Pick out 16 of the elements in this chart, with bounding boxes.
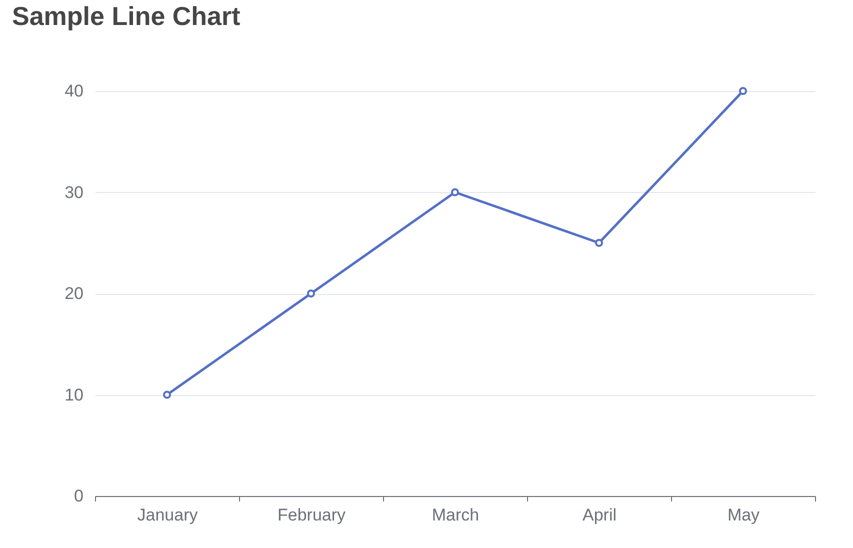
point <box>451 188 459 196</box>
x-tick-label: February <box>277 506 346 524</box>
y-tick-label: 30 <box>64 182 84 202</box>
x-tick-label: January <box>137 506 198 524</box>
point <box>307 290 315 298</box>
y-tick-label: 40 <box>64 82 84 100</box>
y-tick-label: 0 <box>74 486 84 506</box>
chart-title: Sample Line Chart <box>12 1 241 31</box>
point <box>739 87 747 95</box>
x-tick-label: March <box>432 506 480 524</box>
x-tick-label: April <box>582 506 617 524</box>
point <box>595 238 603 247</box>
y-tick-label: 10 <box>64 385 84 404</box>
y-tick-label: 20 <box>64 284 84 303</box>
point <box>163 390 171 399</box>
x-tick-label: May <box>727 506 760 524</box>
